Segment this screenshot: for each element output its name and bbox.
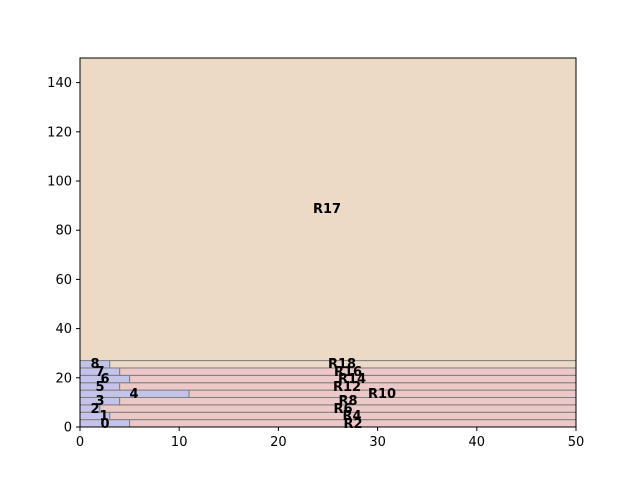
region-label: R17	[313, 202, 341, 217]
y-axis: 0 20 40 60 80 100 120 140	[47, 76, 80, 436]
region-label: 4	[129, 387, 138, 402]
region-label: R4	[342, 409, 361, 424]
region-label: R16	[334, 365, 362, 380]
region-label: R14	[338, 372, 366, 387]
y-tick-label: 140	[47, 76, 72, 91]
region-label: R12	[333, 380, 361, 395]
region-label: 3	[95, 394, 104, 409]
y-tick-label: 80	[55, 224, 72, 239]
y-tick-label: 120	[47, 125, 72, 140]
x-tick-label: 10	[171, 435, 188, 450]
x-tick-label: 20	[270, 435, 287, 450]
x-tick-label: 0	[76, 435, 84, 450]
region-label: 6	[100, 372, 109, 387]
region-label: R10	[368, 387, 396, 402]
region-label: 1	[99, 409, 108, 424]
region-label: 7	[95, 365, 104, 380]
x-tick-label: 40	[469, 435, 486, 450]
region-label: R8	[338, 394, 357, 409]
y-tick-label: 0	[64, 421, 72, 436]
region-label: 5	[95, 380, 104, 395]
x-tick-label: 50	[568, 435, 585, 450]
region-label: 0	[100, 417, 109, 432]
region-labels: 0 R2 1 R4 2 R6 3 R8 4 R10 5 R12 6 R14 7 R16 8 R18 R17	[90, 202, 396, 432]
y-tick-label: 40	[55, 322, 72, 337]
x-tick-label: 30	[369, 435, 386, 450]
region-label: R6	[333, 402, 352, 417]
x-axis: 0 10 20 30 40 50	[76, 427, 584, 450]
region-r17	[79, 57, 577, 362]
plot-frame	[79, 57, 577, 428]
region-label: 2	[90, 402, 99, 417]
y-tick-label: 60	[55, 273, 72, 288]
region-label: R2	[343, 417, 362, 432]
y-tick-label: 20	[55, 371, 72, 386]
region-label: 8	[90, 357, 99, 372]
y-tick-label: 100	[47, 175, 72, 190]
region-label: R18	[328, 357, 356, 372]
